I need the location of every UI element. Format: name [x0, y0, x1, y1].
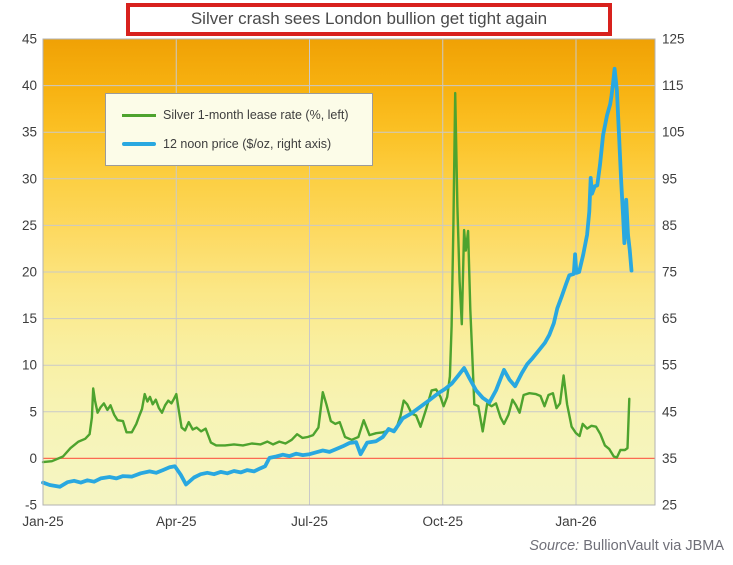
lease-rate-line-swatch [122, 113, 156, 117]
series-line-lease-rate [41, 91, 631, 464]
price-line-swatch [122, 141, 156, 146]
axis-tick-label-left: 0 [29, 451, 37, 466]
axis-tick-label-left: 5 [29, 404, 37, 419]
axis-tick-label-left: 25 [22, 218, 37, 233]
legend-item-lease-rate: Silver 1-month lease rate (%, left) [122, 108, 372, 122]
axis-tick-label-right: 65 [662, 311, 677, 326]
chart-legend: Silver 1-month lease rate (%, left) 12 n… [105, 93, 373, 166]
axis-tick-label-right: 75 [662, 265, 677, 280]
axis-tick-label-left: 35 [22, 125, 37, 140]
axis-tick-label-right: 35 [662, 451, 677, 466]
axis-tick-label-left: 10 [22, 358, 37, 373]
axis-tick-label-x: Jan-26 [555, 514, 596, 529]
axis-tick-label-right: 125 [662, 32, 685, 47]
source-caption: Source: BullionVault via JBMA [529, 538, 724, 554]
axis-tick-label-left: 45 [22, 32, 37, 47]
axis-tick-label-right: 85 [662, 218, 677, 233]
axis-tick-label-left: 20 [22, 265, 37, 280]
axis-tick-label-right: 95 [662, 171, 677, 186]
axis-tick-label-right: 105 [662, 125, 685, 140]
legend-item-price: 12 noon price ($/oz, right axis) [122, 137, 372, 151]
axis-tick-label-x: Oct-25 [422, 514, 463, 529]
series-line-price [41, 66, 634, 489]
axis-tick-label-x: Jan-25 [22, 514, 63, 529]
chart-title: Silver crash sees London bullion get tig… [126, 3, 612, 36]
axis-tick-label-right: 115 [662, 78, 684, 93]
legend-label-lease-rate: Silver 1-month lease rate (%, left) [163, 108, 349, 123]
axis-tick-label-x: Apr-25 [156, 514, 197, 529]
axis-tick-label-left: 40 [22, 78, 37, 93]
axis-tick-label-right: 55 [662, 358, 677, 373]
axis-tick-label-left: 15 [22, 311, 37, 326]
axis-tick-label-left: 30 [22, 171, 37, 186]
legend-label-price: 12 noon price ($/oz, right axis) [163, 136, 332, 151]
axis-tick-label-x: Jul-25 [291, 514, 328, 529]
axis-tick-label-right: 45 [662, 404, 677, 419]
source-prefix: Source: [529, 538, 580, 554]
axis-tick-label-left: -5 [25, 498, 37, 513]
source-text: BullionVault via JBMA [579, 538, 724, 554]
axis-tick-label-right: 25 [662, 498, 677, 513]
plot-border [42, 38, 656, 506]
